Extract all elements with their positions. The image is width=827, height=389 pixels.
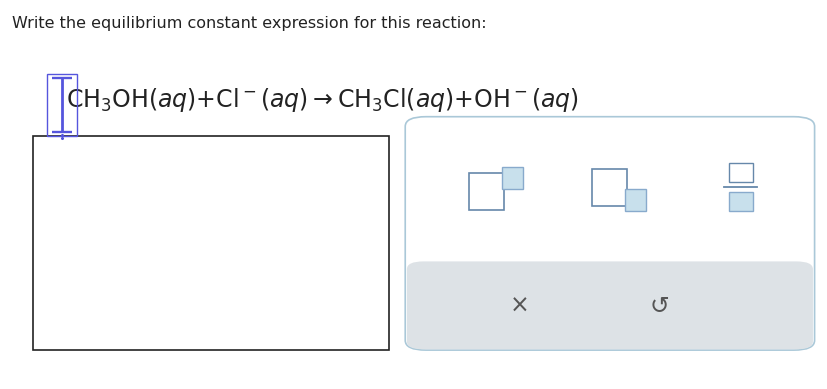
FancyBboxPatch shape: [470, 173, 504, 210]
FancyBboxPatch shape: [729, 192, 753, 211]
Text: $\mathrm{CH_3OH}(aq)\mathrm{+Cl^-}(aq)\rightarrow\mathrm{CH_3Cl}(aq)\mathrm{+OH^: $\mathrm{CH_3OH}(aq)\mathrm{+Cl^-}(aq)\r…: [66, 86, 579, 114]
FancyBboxPatch shape: [33, 136, 389, 350]
FancyBboxPatch shape: [624, 189, 646, 212]
Text: ↺: ↺: [649, 294, 669, 318]
FancyBboxPatch shape: [729, 163, 753, 182]
FancyBboxPatch shape: [502, 166, 523, 189]
FancyBboxPatch shape: [405, 117, 815, 350]
FancyBboxPatch shape: [592, 169, 627, 206]
Text: ×: ×: [510, 294, 530, 318]
Text: Write the equilibrium constant expression for this reaction:: Write the equilibrium constant expressio…: [12, 16, 487, 31]
FancyBboxPatch shape: [407, 261, 813, 349]
